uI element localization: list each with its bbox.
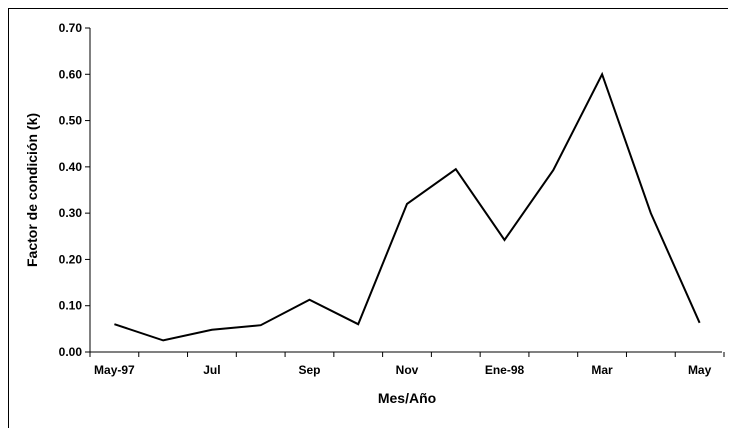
x-tick-label: Ene-98: [485, 363, 525, 377]
x-axis: May-97 Jul Sep Nov Ene-98 Mar May: [90, 352, 724, 377]
x-axis-title: Mes/Año: [378, 390, 436, 406]
x-tick-label: Nov: [396, 363, 419, 377]
y-tick-label: 0.00: [59, 345, 83, 359]
x-tick-label: Sep: [298, 363, 320, 377]
x-tick-label: May-97: [94, 363, 135, 377]
series-group: [114, 74, 699, 340]
x-tick-label: Jul: [203, 363, 220, 377]
y-axis-title: Factor de condición (k): [24, 113, 40, 267]
y-tick-label: 0.30: [59, 206, 83, 220]
y-tick-label: 0.70: [59, 21, 83, 35]
y-tick-label: 0.60: [59, 67, 83, 81]
y-tick-label: 0.40: [59, 160, 83, 174]
x-tick-label: Mar: [591, 363, 613, 377]
x-tick-label: May: [688, 363, 712, 377]
y-axis: 0.00 0.10 0.20 0.30 0.40 0.50 0.60 0.70: [59, 21, 90, 359]
y-tick-label: 0.50: [59, 114, 83, 128]
y-tick-label: 0.10: [59, 299, 83, 313]
y-tick-label: 0.20: [59, 252, 83, 266]
series-line: [114, 74, 699, 340]
